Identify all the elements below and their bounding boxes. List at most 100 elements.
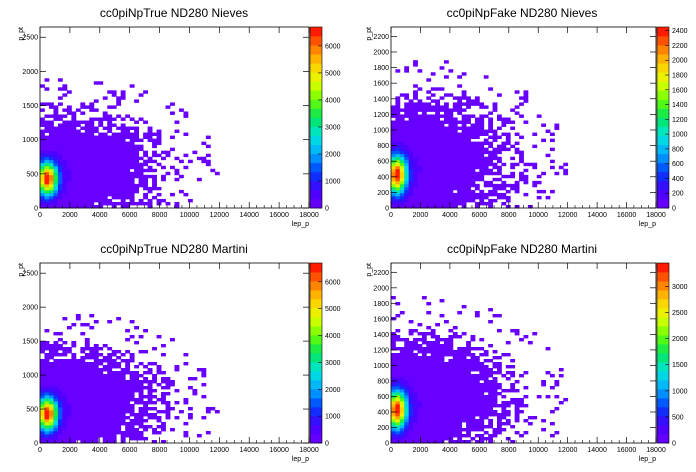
histogram-bin bbox=[98, 428, 104, 432]
histogram-bin bbox=[48, 386, 54, 390]
histogram-bin bbox=[461, 416, 467, 420]
histogram-bin bbox=[75, 437, 81, 441]
histogram-bin bbox=[93, 398, 99, 402]
histogram-bin bbox=[53, 159, 59, 164]
histogram-bin bbox=[474, 386, 480, 390]
histogram-bin bbox=[430, 392, 436, 396]
histogram-bin bbox=[98, 159, 104, 164]
histogram-bin bbox=[53, 353, 59, 357]
histogram-bin bbox=[466, 165, 471, 170]
histogram-bin bbox=[444, 159, 449, 164]
histogram-bin bbox=[479, 389, 485, 393]
histogram-bin bbox=[89, 195, 95, 200]
histogram-bin bbox=[102, 410, 108, 414]
histogram-bin bbox=[435, 323, 440, 327]
histogram-bin bbox=[399, 144, 405, 149]
histogram-bin bbox=[156, 141, 162, 146]
histogram-bin bbox=[426, 186, 432, 191]
histogram-bin bbox=[75, 174, 81, 179]
histogram-bin bbox=[474, 419, 480, 423]
histogram-bin bbox=[111, 174, 117, 179]
histogram-bin bbox=[129, 410, 135, 414]
histogram-bin bbox=[53, 431, 59, 435]
histogram-bin bbox=[71, 323, 77, 327]
histogram-bin bbox=[444, 365, 449, 369]
histogram-bin bbox=[399, 189, 405, 194]
histogram-bin bbox=[448, 123, 454, 127]
histogram-bin bbox=[98, 198, 104, 203]
histogram-bin bbox=[107, 416, 113, 420]
histogram-bin bbox=[80, 362, 86, 366]
histogram-bin bbox=[474, 156, 480, 161]
histogram-bin bbox=[57, 425, 63, 429]
histogram-bin bbox=[84, 431, 90, 435]
histogram-bin bbox=[395, 195, 401, 200]
histogram-bin bbox=[71, 171, 77, 176]
histogram-bin bbox=[116, 374, 122, 378]
histogram-bin bbox=[62, 410, 68, 414]
histogram-bin bbox=[134, 201, 140, 206]
histogram-bin bbox=[80, 389, 86, 393]
histogram-bin bbox=[80, 186, 86, 191]
histogram-bin bbox=[57, 377, 63, 381]
histogram-bin bbox=[71, 362, 77, 366]
histogram-bin bbox=[457, 126, 463, 130]
histogram-bin bbox=[391, 440, 396, 444]
histogram-bin bbox=[44, 174, 50, 179]
histogram-bin bbox=[399, 138, 405, 143]
histogram-bin bbox=[448, 129, 454, 133]
histogram-bin bbox=[129, 156, 135, 161]
histogram-bin bbox=[488, 308, 493, 312]
histogram-bin bbox=[483, 105, 489, 109]
histogram-bin bbox=[71, 138, 77, 143]
histogram-bin bbox=[116, 371, 122, 375]
histogram-bin bbox=[71, 428, 77, 432]
histogram-bin bbox=[84, 105, 90, 109]
histogram-bin bbox=[466, 410, 471, 414]
histogram-bin bbox=[98, 353, 104, 357]
x-tick-label: 10000 bbox=[180, 447, 200, 454]
histogram-bin bbox=[461, 156, 467, 161]
histogram-bin bbox=[40, 392, 45, 396]
histogram-bin bbox=[413, 359, 418, 363]
histogram-bin bbox=[488, 156, 493, 161]
histogram-bin bbox=[395, 159, 401, 164]
histogram-bin bbox=[505, 419, 511, 423]
histogram-bin bbox=[523, 96, 529, 100]
histogram-bin bbox=[439, 395, 445, 399]
histogram-bin bbox=[483, 386, 489, 390]
histogram-bin bbox=[399, 434, 405, 438]
histogram-bin bbox=[421, 428, 427, 432]
histogram-bin bbox=[391, 392, 396, 396]
histogram-bin bbox=[125, 350, 131, 354]
histogram-bin bbox=[421, 186, 427, 191]
histogram-bin bbox=[93, 162, 99, 167]
color-scale-band bbox=[657, 99, 669, 109]
histogram-bin bbox=[519, 171, 524, 176]
histogram-bin bbox=[107, 147, 113, 152]
histogram-bin bbox=[466, 440, 471, 444]
histogram-bin bbox=[152, 440, 157, 444]
histogram-bin bbox=[111, 132, 117, 136]
histogram-bin bbox=[483, 114, 489, 118]
histogram-bin bbox=[44, 129, 50, 133]
histogram-bin bbox=[89, 165, 95, 170]
histogram-bin bbox=[125, 401, 131, 405]
histogram-bin bbox=[391, 120, 396, 124]
histogram-bin bbox=[111, 156, 117, 161]
histogram-bin bbox=[152, 153, 157, 158]
histogram-bin bbox=[448, 347, 454, 351]
histogram-bin bbox=[98, 380, 104, 384]
histogram-bin bbox=[497, 428, 502, 432]
histogram-bin bbox=[430, 434, 436, 438]
histogram-bin bbox=[413, 177, 418, 182]
histogram-bin bbox=[102, 425, 108, 429]
histogram-bin bbox=[457, 195, 463, 200]
histogram-bin bbox=[165, 416, 171, 420]
histogram-bin bbox=[470, 410, 476, 414]
histogram-bin bbox=[53, 362, 59, 366]
histogram-bin bbox=[120, 407, 126, 411]
histogram-bin bbox=[102, 407, 108, 411]
histogram-bin bbox=[519, 410, 524, 414]
